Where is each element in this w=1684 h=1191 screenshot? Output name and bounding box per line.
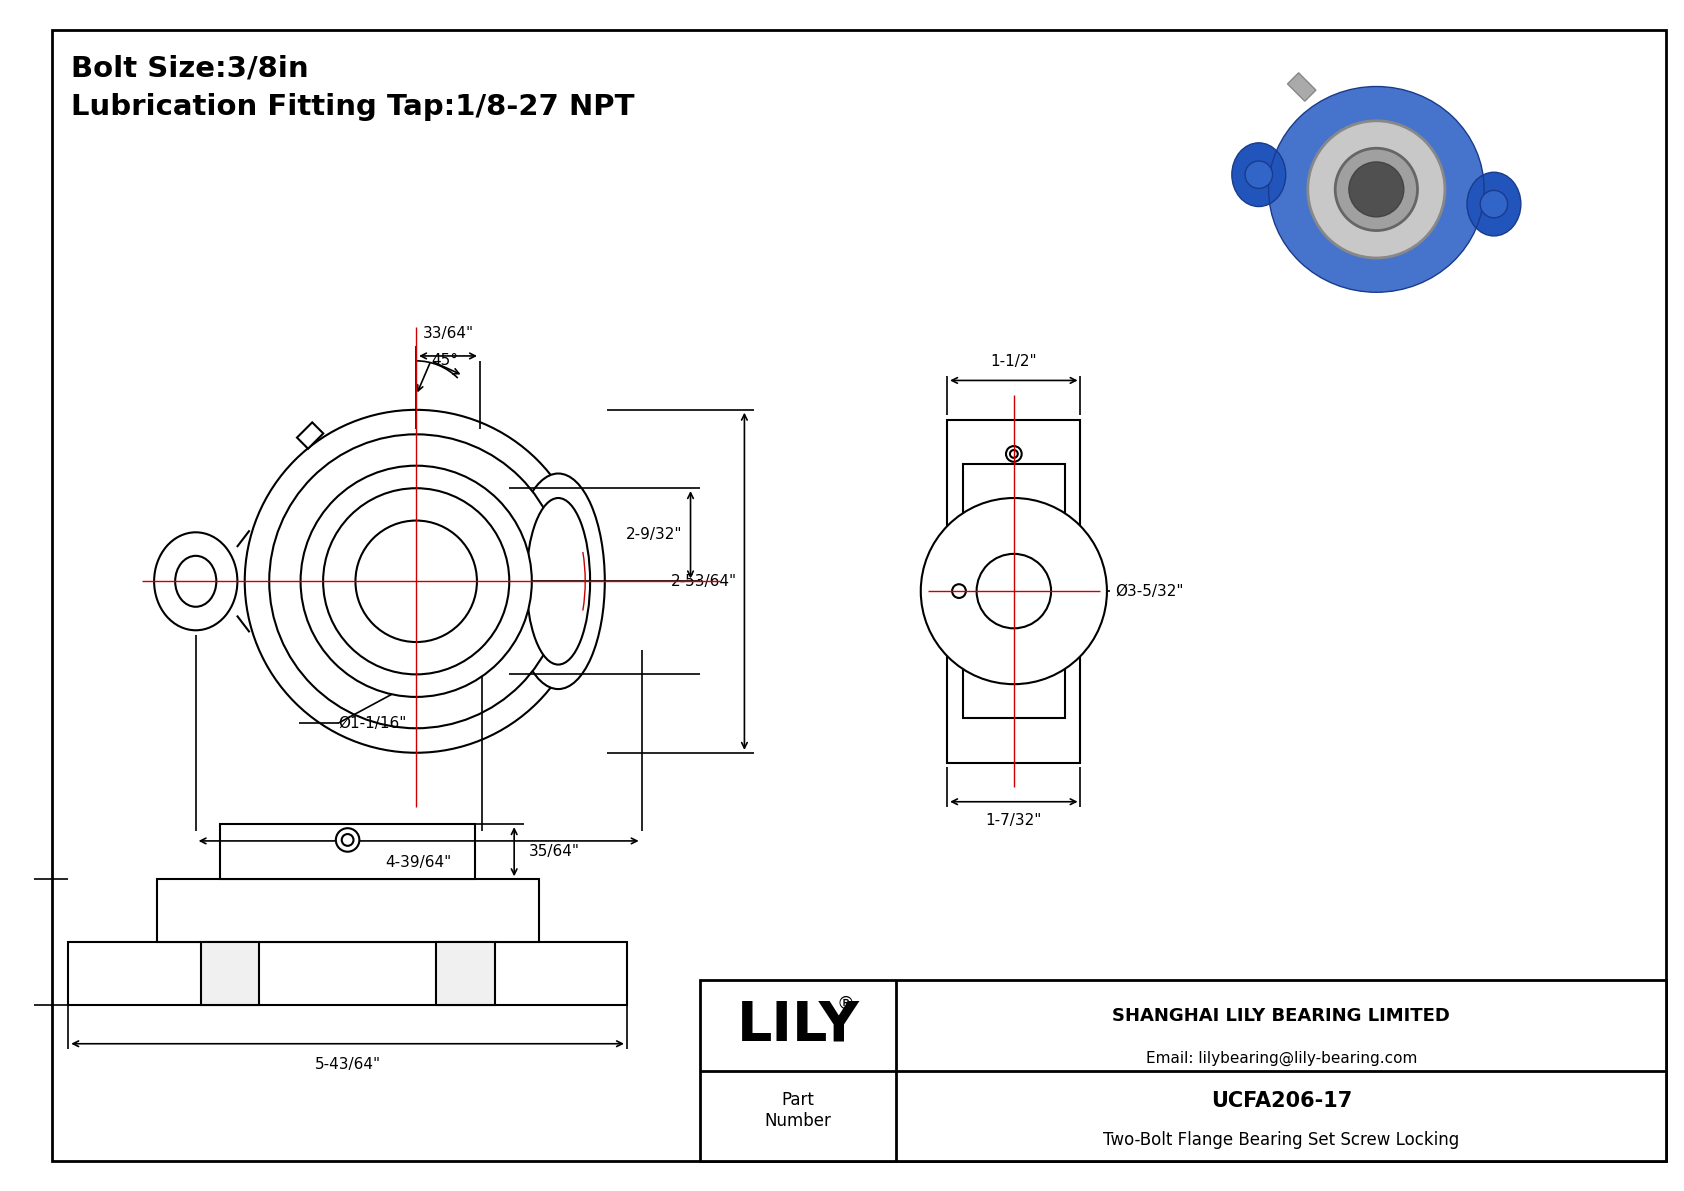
Bar	[1263, 67, 1645, 278]
Bar	[69, 942, 626, 1004]
Ellipse shape	[155, 532, 237, 630]
Circle shape	[1308, 120, 1445, 258]
Ellipse shape	[512, 474, 605, 690]
Text: Email: lilybearing@lily-bearing.com: Email: lilybearing@lily-bearing.com	[1145, 1050, 1416, 1066]
Text: 4-39/64": 4-39/64"	[386, 855, 451, 869]
Circle shape	[1335, 148, 1418, 231]
Text: ®: ®	[837, 994, 854, 1012]
Circle shape	[1349, 162, 1404, 217]
Bar	[701, 980, 1667, 1161]
Ellipse shape	[527, 498, 589, 665]
Bar	[436, 942, 495, 1004]
Ellipse shape	[1268, 87, 1484, 292]
Bar	[963, 463, 1064, 718]
Text: 1-1/2": 1-1/2"	[990, 354, 1037, 369]
Text: 5-43/64": 5-43/64"	[315, 1058, 381, 1072]
Circle shape	[335, 828, 359, 852]
Text: 2-53/64": 2-53/64"	[670, 574, 736, 588]
Bar	[296, 423, 323, 449]
Circle shape	[921, 498, 1106, 684]
Text: 35/64": 35/64"	[529, 844, 579, 859]
Text: LILY: LILY	[738, 998, 861, 1053]
Ellipse shape	[1231, 143, 1285, 206]
Circle shape	[355, 520, 477, 642]
Ellipse shape	[1467, 173, 1521, 236]
Text: 1.593in: 1.593in	[0, 913, 2, 971]
Circle shape	[1244, 161, 1273, 188]
Ellipse shape	[175, 556, 216, 606]
Text: Bolt Size:3/8in: Bolt Size:3/8in	[71, 54, 308, 82]
Text: UCFA206-17: UCFA206-17	[1211, 1091, 1352, 1111]
Text: Part
Number: Part Number	[765, 1091, 832, 1130]
Text: 1-7/32": 1-7/32"	[985, 813, 1042, 829]
Circle shape	[323, 488, 509, 674]
Circle shape	[1480, 191, 1507, 218]
Text: Ø3-5/32": Ø3-5/32"	[1115, 584, 1184, 599]
Text: Lubrication Fitting Tap:1/8-27 NPT: Lubrication Fitting Tap:1/8-27 NPT	[71, 93, 635, 121]
Circle shape	[1005, 447, 1022, 462]
Text: Ø1-1/16": Ø1-1/16"	[338, 716, 406, 731]
Circle shape	[951, 585, 967, 598]
Text: 2-9/32": 2-9/32"	[626, 528, 682, 542]
Text: Two-Bolt Flange Bearing Set Screw Locking: Two-Bolt Flange Bearing Set Screw Lockin…	[1103, 1130, 1460, 1148]
Bar	[157, 879, 539, 942]
Circle shape	[1010, 450, 1017, 457]
Bar	[946, 419, 1081, 762]
Circle shape	[300, 466, 532, 697]
Circle shape	[977, 554, 1051, 629]
Circle shape	[269, 435, 562, 728]
Text: SHANGHAI LILY BEARING LIMITED: SHANGHAI LILY BEARING LIMITED	[1113, 1008, 1450, 1025]
Bar	[200, 942, 259, 1004]
Bar	[1288, 73, 1315, 101]
Text: 45°: 45°	[431, 354, 458, 368]
Text: 33/64": 33/64"	[423, 326, 473, 342]
Bar	[221, 824, 475, 879]
Circle shape	[342, 834, 354, 846]
Circle shape	[244, 410, 588, 753]
